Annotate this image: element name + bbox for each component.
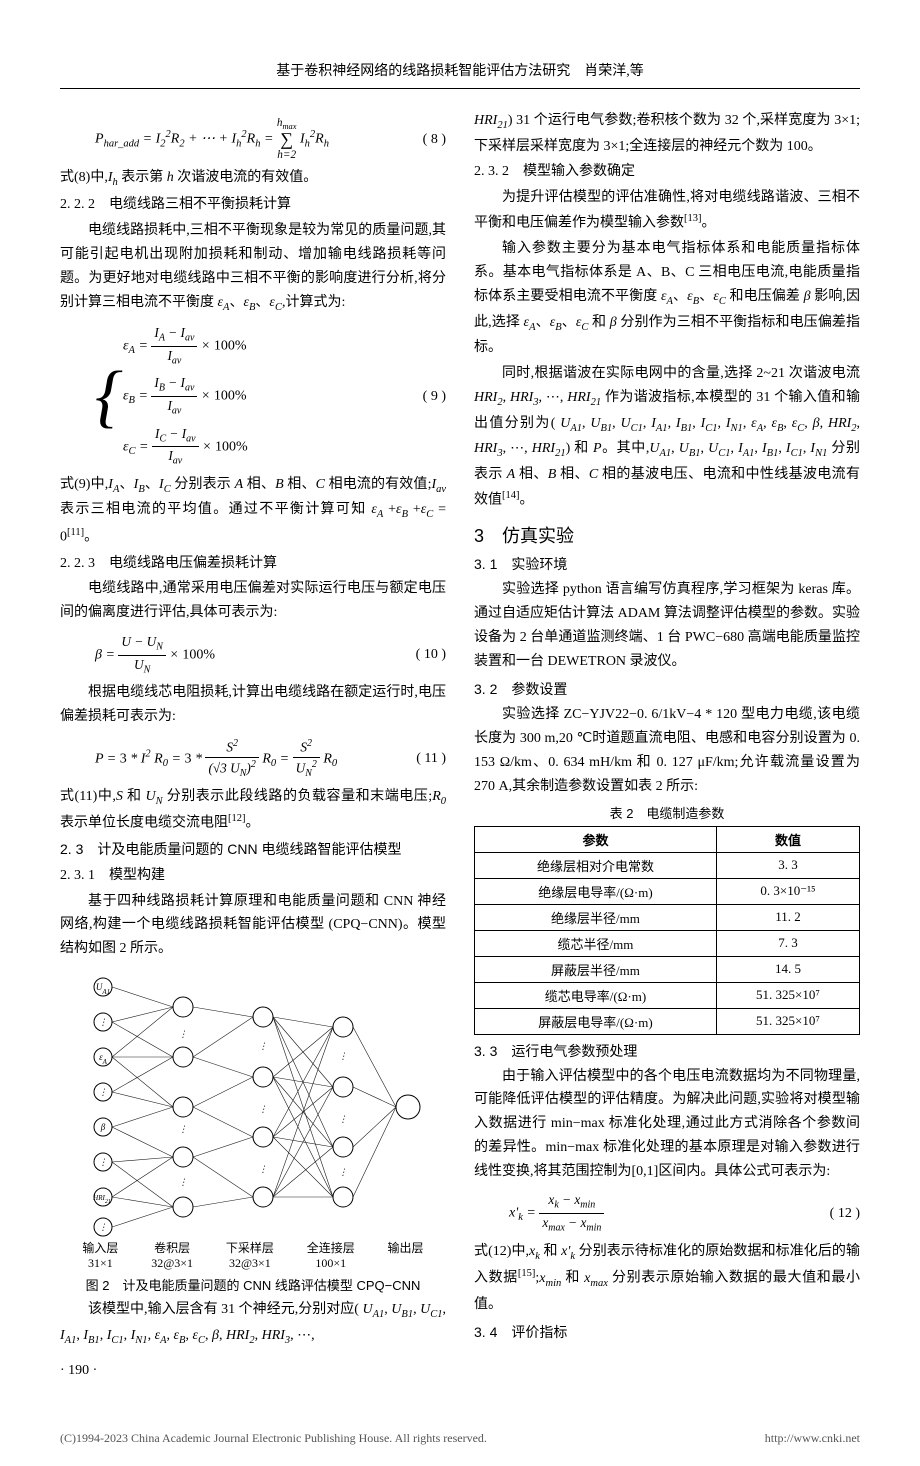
svg-text:⋮: ⋮: [99, 1017, 108, 1027]
subsection-2-3-2: 2. 3. 2 模型输入参数确定: [474, 160, 860, 184]
eq-number: ( 8 ): [396, 130, 446, 150]
footer: (C)1994-2023 China Academic Journal Elec…: [0, 1423, 920, 1466]
svg-text:⋮: ⋮: [339, 1114, 348, 1124]
table-cell: 51. 325×10⁷: [716, 1008, 859, 1034]
eq11-description: 式(11)中,S 和 UN 分别表示此段线路的负载容量和末端电压;R0 表示单位…: [60, 785, 446, 836]
paragraph-2-3-2c: 同时,根据谐波在实际电网中的含量,选择 2~21 次谐波电流 HRI2, HRI…: [474, 362, 860, 512]
figure-2-diagram: UA1 ⋮ εA ⋮ β ⋮ HRI21 ⋮ ⋮⋮⋮ ⋮⋮⋮ ⋮⋮⋮: [73, 967, 433, 1237]
svg-text:⋮: ⋮: [259, 1164, 268, 1174]
subsection-2-3: 2. 3 计及电能质量问题的 CNN 电缆线路智能评估模型: [60, 838, 446, 862]
figure-layer-labels: 输入层 31×1 卷积层 32@3×1 下采样层 32@3×1 全连接层 100…: [66, 1239, 440, 1271]
table-cell: 绝缘层相对介电常数: [475, 852, 717, 878]
svg-text:⋮: ⋮: [99, 1087, 108, 1097]
svg-text:⋮: ⋮: [99, 1157, 108, 1167]
left-column: Phar_add = I22R2 + ⋯ + Ih2Rh = hmax∑h=2 …: [60, 109, 446, 1393]
paragraph-3-3: 由于输入评估模型中的各个电压电流数据均为不同物理量,可能降低评估模型的评估精度。…: [474, 1065, 860, 1184]
footer-copyright: (C)1994-2023 China Academic Journal Elec…: [60, 1431, 487, 1446]
table-cell: 绝缘层半径/mm: [475, 904, 717, 930]
subsection-2-3-1: 2. 3. 1 模型构建: [60, 864, 446, 888]
subsection-3-4: 3. 4 评价指标: [474, 1322, 860, 1342]
running-header: 基于卷积神经网络的线路损耗智能评估方法研究 肖荣洋,等: [60, 60, 860, 89]
eq-number: ( 11 ): [396, 749, 446, 769]
svg-text:⋮: ⋮: [179, 1029, 188, 1039]
table-header: 参数: [475, 826, 717, 852]
table-2: 参数 数值 绝缘层相对介电常数3. 3绝缘层电导率/(Ω·m)0. 3×10⁻¹…: [474, 826, 860, 1035]
figure-2-description: 该模型中,输入层含有 31 个神经元,分别对应( UA1, UB1, UC1, …: [60, 1298, 446, 1349]
svg-text:⋮: ⋮: [339, 1051, 348, 1061]
table-cell: 0. 3×10⁻¹⁵: [716, 878, 859, 904]
svg-text:⋮: ⋮: [339, 1167, 348, 1177]
paragraph-2-3-2b: 输入参数主要分为基本电气指标体系和电能质量指标体系。基本电气指标体系是 A、B、…: [474, 237, 860, 360]
subsection-3-3: 3. 3 运行电气参数预处理: [474, 1041, 860, 1061]
eq-number: ( 10 ): [396, 645, 446, 665]
paragraph-3-2: 实验选择 ZC−YJV22−0. 6/1kV−4 * 120 型电力电缆,该电缆…: [474, 703, 860, 798]
eq8-description: 式(8)中,Ih 表示第 h 次谐波电流的有效值。: [60, 166, 446, 192]
right-column: HRI21) 31 个运行电气参数;卷积核个数为 32 个,采样宽度为 3×1;…: [474, 109, 860, 1393]
table-cell: 51. 325×10⁷: [716, 982, 859, 1008]
equation-11: P = 3 * I2 R0 = 3 * S2(√3 UN)2 R0 = S2UN…: [95, 737, 446, 781]
page-number: · 190 ·: [60, 1363, 446, 1379]
eq-number: ( 9 ): [396, 387, 446, 407]
paragraph-2-2-2: 电缆线路损耗中,三相不平衡现象是较为常见的质量问题,其可能引起电机出现附加损耗和…: [60, 219, 446, 316]
footer-link: http://www.cnki.net: [765, 1431, 860, 1446]
table-cell: 7. 3: [716, 930, 859, 956]
subsection-2-2-2: 2. 2. 2 电缆线路三相不平衡损耗计算: [60, 193, 446, 217]
svg-text:β: β: [100, 1122, 106, 1132]
equation-9: { εA = IA − IavIav × 100% εB = IB − IavI…: [95, 324, 446, 469]
table-cell: 11. 2: [716, 904, 859, 930]
svg-text:⋮: ⋮: [259, 1041, 268, 1051]
table-cell: 缆芯半径/mm: [475, 930, 717, 956]
subsection-3-1: 3. 1 实验环境: [474, 554, 860, 574]
table-cell: 14. 5: [716, 956, 859, 982]
table-cell: 屏蔽层半径/mm: [475, 956, 717, 982]
paragraph-2-2-3b: 根据电缆线芯电阻损耗,计算出电缆线路在额定运行时,电压偏差损耗可表示为:: [60, 681, 446, 729]
table-cell: 3. 3: [716, 852, 859, 878]
svg-text:⋮: ⋮: [99, 1222, 108, 1232]
paragraph-3-1: 实验选择 python 语言编写仿真程序,学习框架为 keras 库。通过自适应…: [474, 578, 860, 673]
paragraph-2-3-1: 基于四种线路损耗计算原理和电能质量问题和 CNN 神经网络,构建一个电缆线路损耗…: [60, 890, 446, 961]
equation-12: x'k = xk − xminxmax − xmin ( 12 ): [509, 1191, 860, 1235]
table-cell: 缆芯电导率/(Ω·m): [475, 982, 717, 1008]
svg-text:⋮: ⋮: [259, 1104, 268, 1114]
table-2-title: 表 2 电缆制造参数: [474, 803, 860, 822]
table-header: 数值: [716, 826, 859, 852]
equation-10: β = U − UNUN × 100% ( 10 ): [95, 633, 446, 677]
subsection-3-2: 3. 2 参数设置: [474, 679, 860, 699]
paragraph-2-2-3a: 电缆线路中,通常采用电压偏差对实际运行电压与额定电压间的偏离度进行评估,具体可表…: [60, 577, 446, 625]
equation-8: Phar_add = I22R2 + ⋯ + Ih2Rh = hmax∑h=2 …: [95, 117, 446, 162]
figure-2-caption: 图 2 计及电能质量问题的 CNN 线路评估模型 CPQ−CNN: [60, 1275, 446, 1294]
section-3: 3 仿真实验: [474, 522, 860, 548]
table-cell: 绝缘层电导率/(Ω·m): [475, 878, 717, 904]
paragraph-continuation: HRI21) 31 个运行电气参数;卷积核个数为 32 个,采样宽度为 3×1;…: [474, 109, 860, 158]
eq12-description: 式(12)中,xk 和 x'k 分别表示待标准化的原始数据和标准化后的输入数据[…: [474, 1240, 860, 1317]
svg-text:⋮: ⋮: [179, 1124, 188, 1134]
eq9-description: 式(9)中,IA、IB、IC 分别表示 A 相、B 相、C 相电流的有效值;Ia…: [60, 473, 446, 550]
subsection-2-2-3: 2. 2. 3 电缆线路电压偏差损耗计算: [60, 552, 446, 576]
eq-number: ( 12 ): [810, 1204, 860, 1224]
paragraph-2-3-2a: 为提升评估模型的评估准确性,将对电缆线路谐波、三相不平衡和电压偏差作为模型输入参…: [474, 186, 860, 235]
svg-text:⋮: ⋮: [179, 1177, 188, 1187]
table-cell: 屏蔽层电导率/(Ω·m): [475, 1008, 717, 1034]
